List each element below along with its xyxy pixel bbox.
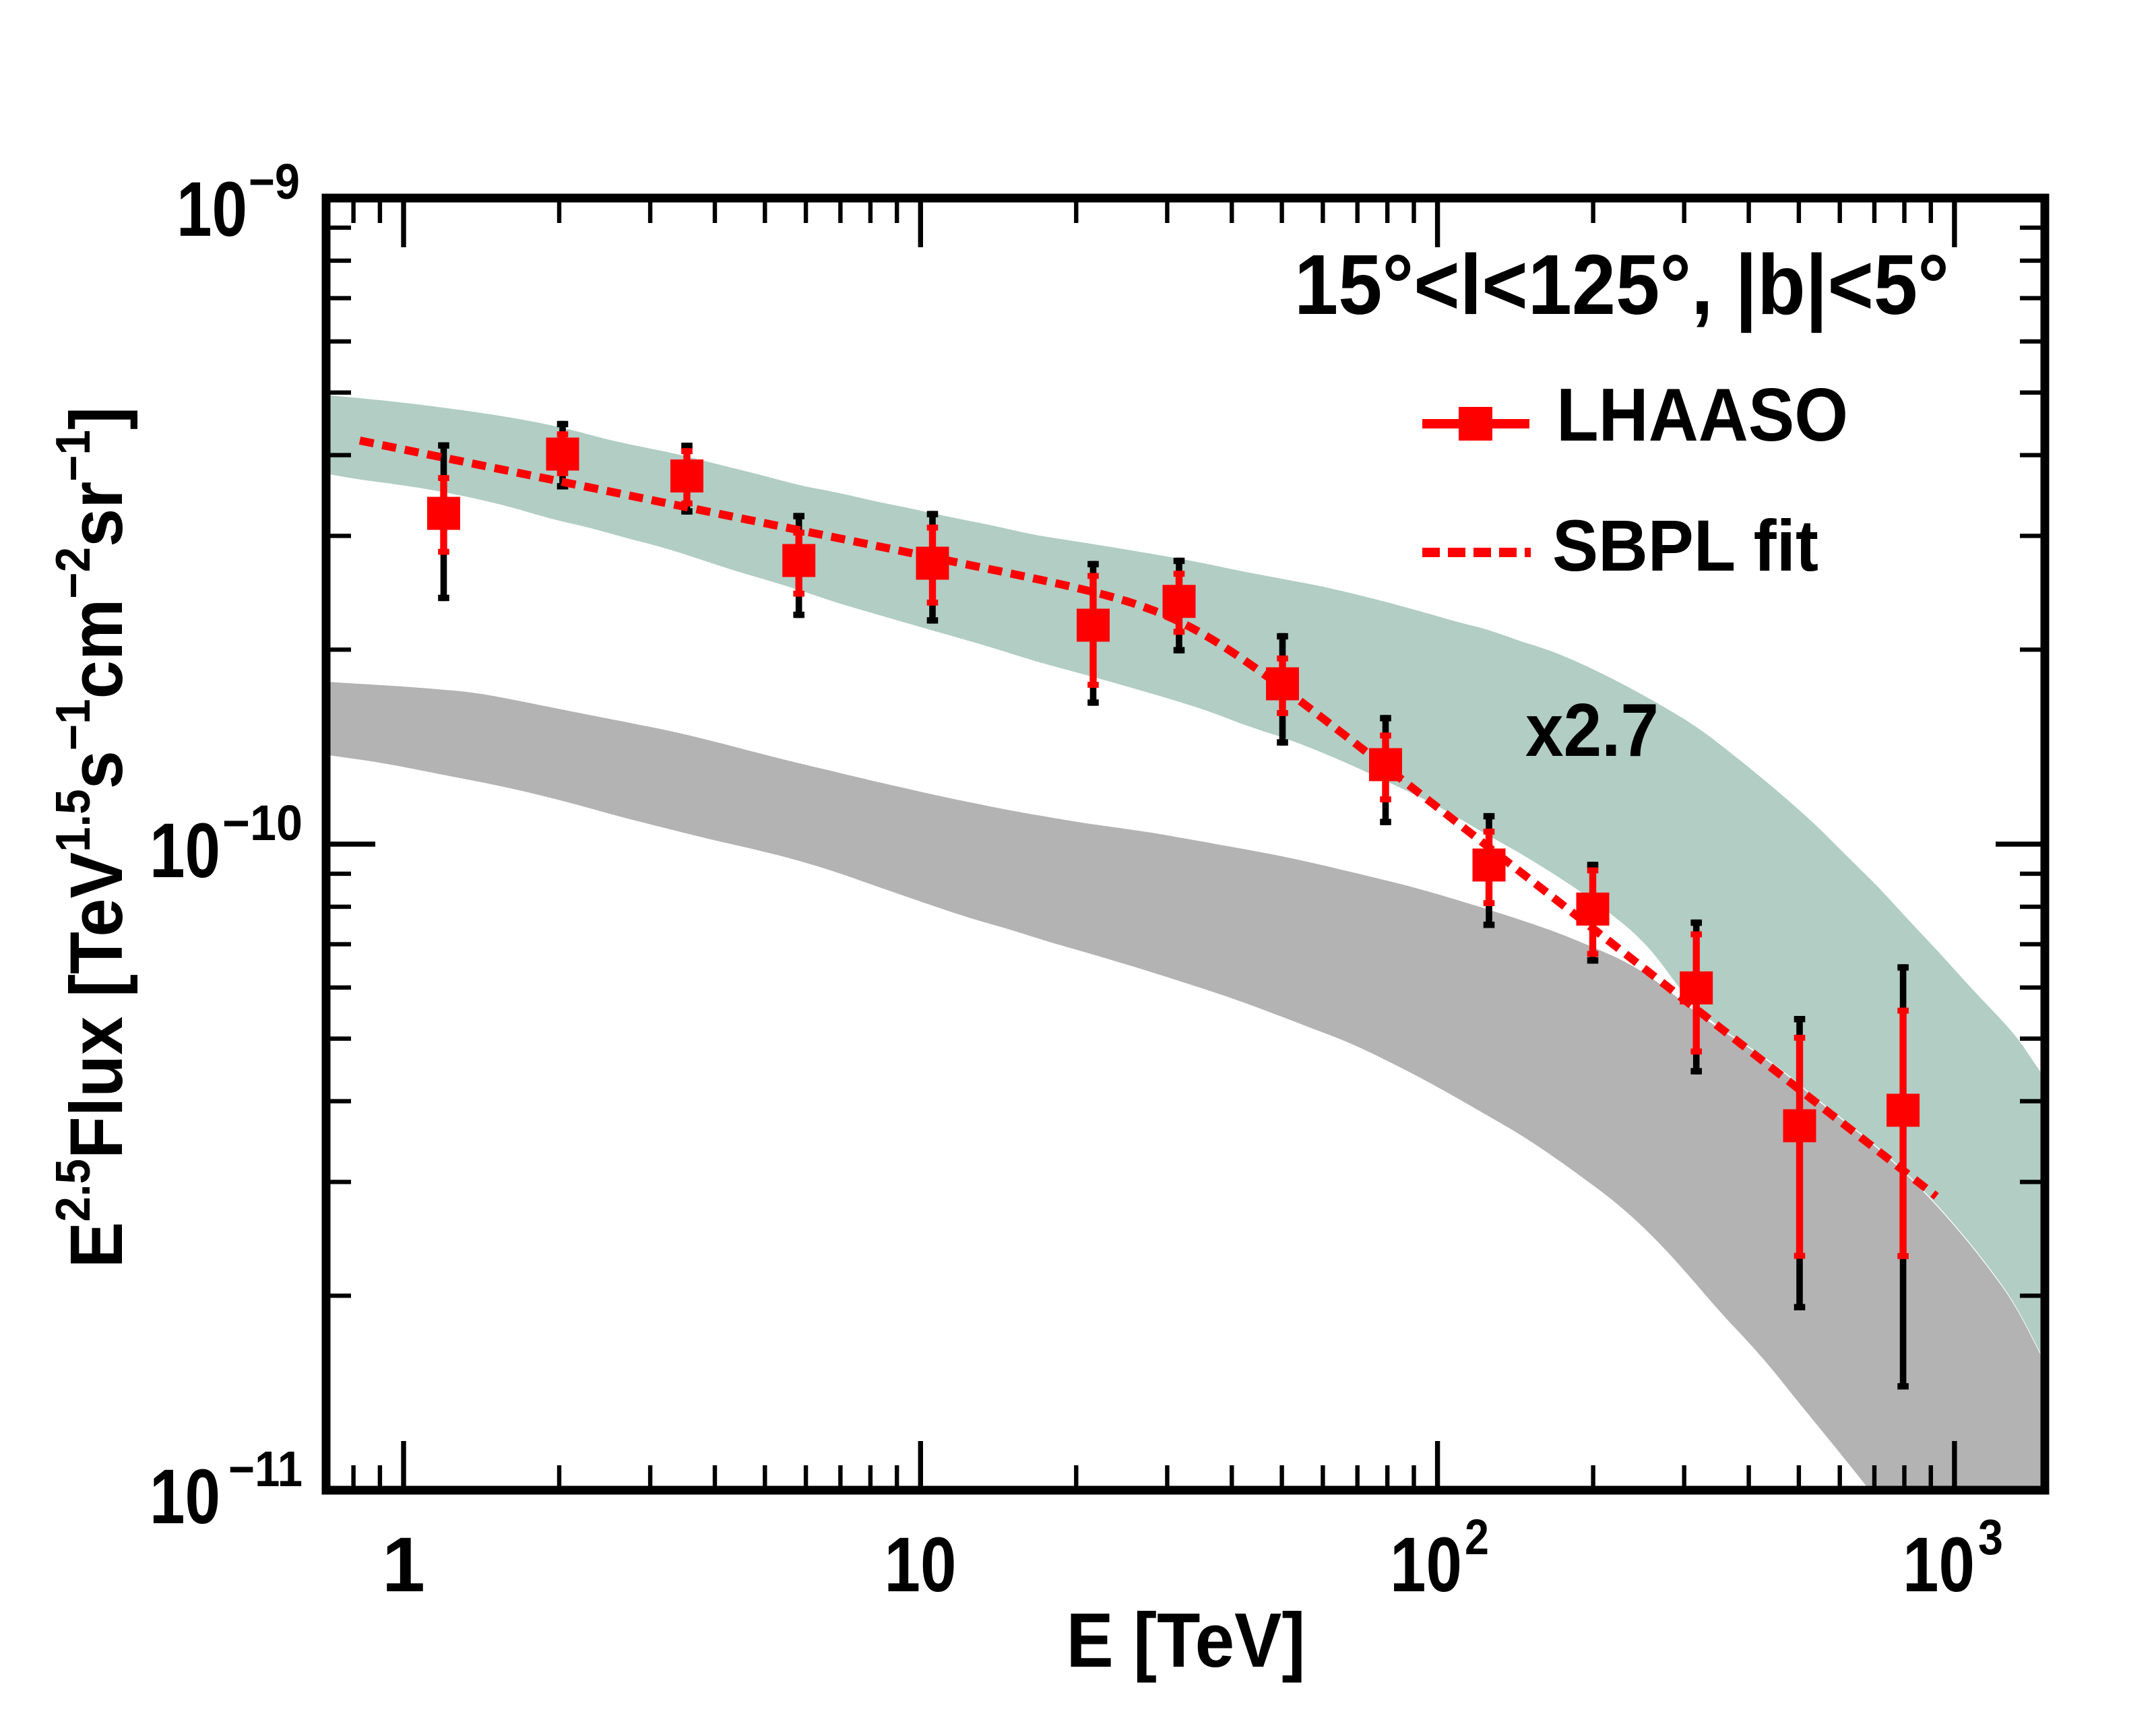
svg-text:10: 10 xyxy=(150,1454,220,1540)
svg-text:10: 10 xyxy=(177,166,247,253)
svg-text:10: 10 xyxy=(885,1522,957,1608)
svg-text:LHAASO: LHAASO xyxy=(1556,373,1848,457)
svg-text:10: 10 xyxy=(150,808,220,894)
svg-text:1: 1 xyxy=(382,1522,425,1608)
svg-text:3: 3 xyxy=(1978,1509,2003,1565)
svg-text:E [TeV]: E [TeV] xyxy=(1067,1598,1306,1684)
svg-text:10: 10 xyxy=(1390,1522,1462,1608)
svg-text:SBPL fit: SBPL fit xyxy=(1552,505,1818,586)
svg-text:2: 2 xyxy=(1465,1509,1489,1565)
svg-text:−10: −10 xyxy=(222,795,303,851)
svg-text:10: 10 xyxy=(1903,1522,1975,1608)
svg-text:E2.5​Flux [TeV1.5​s−1​cm−2​sr−: E2.5​Flux [TeV1.5​s−1​cm−2​sr−1​] xyxy=(46,407,138,1269)
svg-text:x2.7: x2.7 xyxy=(1525,689,1659,772)
svg-text:15°<l<125°, |b|<5°: 15°<l<125°, |b|<5° xyxy=(1294,237,1949,333)
svg-text:−9: −9 xyxy=(249,154,300,210)
svg-text:−11: −11 xyxy=(228,1441,303,1497)
